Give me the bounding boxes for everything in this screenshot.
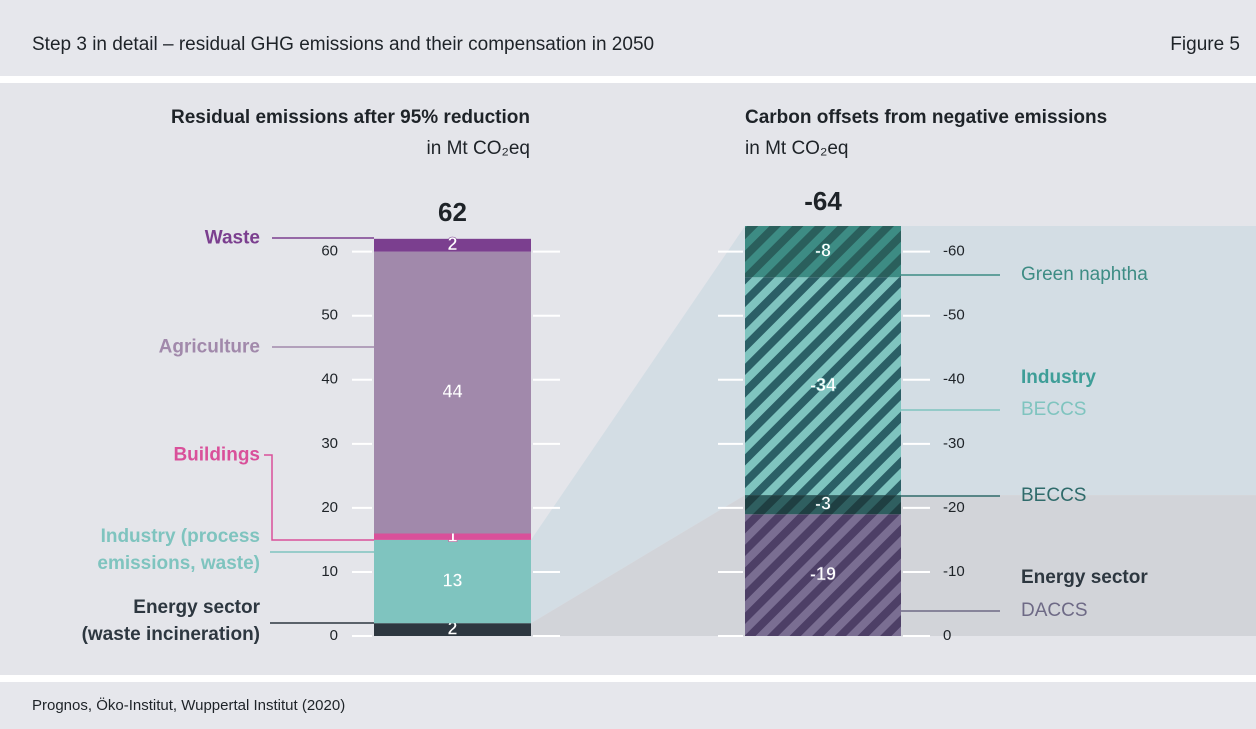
bar-segment — [374, 623, 531, 636]
data-label: -3 — [815, 493, 831, 513]
group-label: Energy sector — [1021, 567, 1148, 588]
series-label: Industry (process emissions, waste) — [97, 526, 260, 574]
series-label: Green naphtha — [1021, 264, 1148, 285]
bar-segment — [374, 238, 531, 252]
y-tick-label: -50 — [943, 307, 965, 324]
y-tick-label: 30 — [321, 435, 338, 452]
total-label: 62 — [438, 197, 467, 227]
total-label: -64 — [804, 186, 842, 216]
y-tick-label: -40 — [943, 371, 965, 388]
leader-line — [264, 454, 374, 541]
header-band — [0, 0, 1256, 76]
source: Prognos, Öko-Institut, Wuppertal Institu… — [32, 696, 345, 714]
bar-segment — [745, 226, 901, 278]
chart-title: Residual emissions after 95% reduction — [171, 107, 530, 128]
group-label: Industry — [1021, 367, 1096, 388]
data-label: -34 — [810, 375, 836, 395]
bar-segment — [745, 277, 901, 496]
header-title: Step 3 in detail – residual GHG emission… — [32, 34, 654, 55]
data-label: 13 — [442, 570, 462, 590]
series-label: Energy sector (waste incineration) — [81, 597, 260, 645]
y-tick-label: 0 — [330, 627, 338, 644]
series-label: BECCS — [1021, 485, 1086, 506]
series-label: BECCS — [1021, 399, 1086, 420]
y-tick-label: 40 — [321, 371, 338, 388]
series-label: Agriculture — [158, 336, 260, 358]
figure-label: Figure 5 — [1170, 34, 1240, 55]
bar-segment — [374, 539, 531, 624]
chart-title: Carbon offsets from negative emissions — [745, 107, 1107, 128]
y-tick-label: 50 — [321, 307, 338, 324]
series-label: Waste — [204, 227, 260, 249]
y-tick-label: 60 — [321, 243, 338, 260]
chart-subtitle: in Mt CO₂eq — [745, 138, 848, 159]
chart-subtitle: in Mt CO₂eq — [427, 138, 530, 159]
y-tick-label: -60 — [943, 243, 965, 260]
footer-band — [0, 682, 1256, 729]
data-label: -19 — [810, 564, 836, 584]
y-tick-label: 10 — [321, 563, 338, 580]
y-tick-label: -30 — [943, 435, 965, 452]
data-label: 44 — [442, 381, 462, 401]
series-label: Buildings — [173, 444, 260, 466]
series-label: DACCS — [1021, 600, 1088, 621]
bar-segment — [745, 514, 901, 636]
data-label: 1 — [447, 525, 457, 545]
bar-segment — [374, 251, 531, 534]
y-tick-label: 0 — [943, 627, 951, 644]
bar-segment — [374, 533, 531, 540]
y-tick-label: 20 — [321, 499, 338, 516]
data-label: -8 — [815, 240, 831, 260]
data-label: 2 — [447, 234, 457, 254]
y-tick-label: -20 — [943, 499, 965, 516]
y-tick-label: -10 — [943, 563, 965, 580]
bar-segment — [745, 495, 901, 515]
data-label: 2 — [447, 618, 457, 638]
